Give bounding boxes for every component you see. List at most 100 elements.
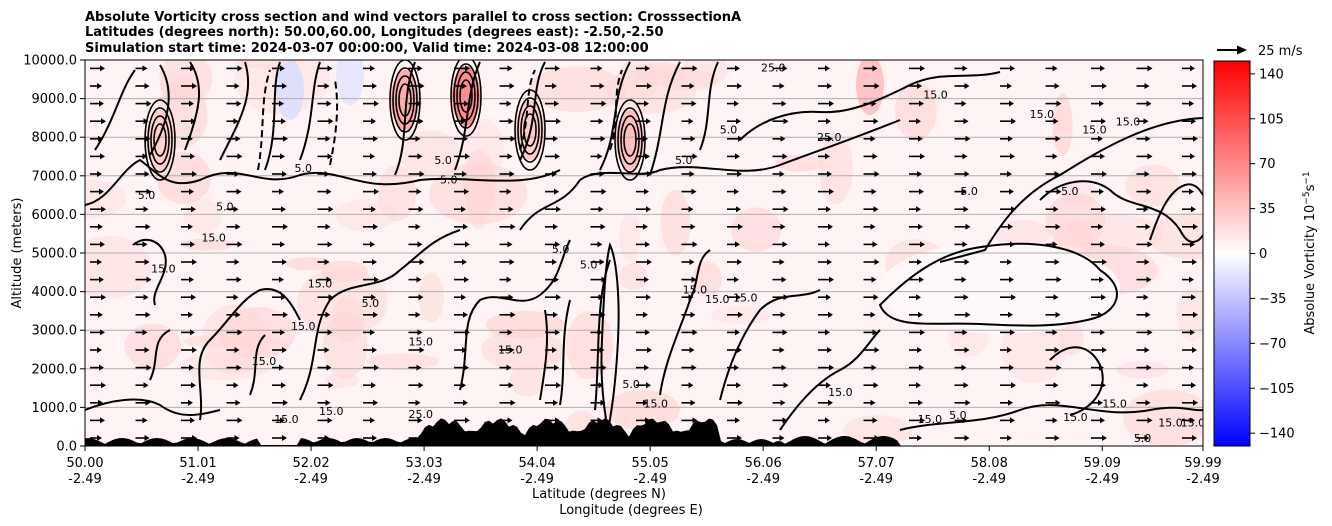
wind-vector-head [735, 65, 740, 72]
wind-vector-head [327, 417, 333, 424]
wind-vector-head [600, 223, 606, 230]
wind-vector-head [282, 171, 287, 177]
wind-vector-head [464, 188, 469, 195]
plot-area: 15.05.05.05.05.05.05.05.05.0 5.015.015.01… [85, 60, 1203, 446]
contour-ring [389, 60, 421, 141]
wind-vector-head [1190, 241, 1195, 248]
wind-vector-head [829, 100, 834, 107]
wind-vector-head [781, 276, 787, 283]
wind-vector-head [1143, 294, 1149, 301]
wind-vector-head [782, 65, 788, 72]
wind-vector-head [462, 347, 467, 353]
wind-vector-head [189, 100, 194, 107]
contour-label: 5.0 [362, 297, 380, 310]
wind-vector-head [599, 171, 605, 177]
wind-vector-head [419, 83, 425, 89]
wind-vector-head [1193, 311, 1198, 318]
wind-vector-head [419, 171, 425, 177]
wind-vector-head [324, 259, 330, 265]
wind-vector-head [690, 399, 696, 406]
wind-vector-head [827, 259, 832, 265]
x-tick-label-lon: -2.49 [633, 472, 667, 487]
wind-vector-head [1052, 65, 1058, 72]
wind-vector-head [192, 83, 197, 89]
wind-vector-head [1054, 171, 1060, 177]
wind-vector-head [370, 329, 375, 336]
wind-vector-head [692, 241, 698, 248]
wind-vector-head [97, 171, 102, 177]
wind-vector-head [372, 83, 377, 89]
wind-vector-head [461, 382, 466, 389]
wind-vector-head [98, 311, 103, 318]
y-tick-label: 5000.0 [32, 247, 78, 262]
contour-line [85, 158, 561, 206]
contour-line [1149, 183, 1203, 241]
wind-vector-head [964, 435, 970, 441]
wind-vector-head [144, 171, 150, 177]
wind-vector-head [1008, 311, 1013, 318]
wind-vector-head [964, 259, 970, 265]
wind-vector-head [644, 276, 649, 283]
wind-vector-head [507, 153, 513, 160]
wind-vector-head [1192, 83, 1197, 89]
contour-line [394, 61, 546, 176]
wind-vector-head [416, 100, 422, 107]
wind-vector-head [328, 118, 334, 125]
wind-vector-head [101, 118, 106, 125]
wind-vector-head [1052, 241, 1058, 248]
wind-vector-head [916, 206, 921, 213]
wind-vector-head [143, 382, 149, 389]
wind-vector-head [555, 65, 560, 72]
wind-vector-head [918, 399, 923, 406]
wind-vector-head [1100, 329, 1105, 336]
wind-vector-head [961, 100, 967, 107]
wind-vector-head [825, 329, 830, 336]
wind-vector-head [417, 417, 423, 424]
shading-blob [894, 81, 937, 140]
wind-vector-head [872, 153, 878, 160]
wind-vector-head [872, 329, 878, 336]
wind-vector-head [188, 223, 193, 230]
wind-vector-head [1147, 65, 1153, 72]
wind-vector-head [692, 65, 698, 72]
wind-vector-head [600, 311, 606, 318]
wind-vector-head [828, 399, 833, 406]
wind-vector-head [236, 364, 242, 371]
wind-vector-head [100, 241, 105, 248]
wind-vector-head [1101, 294, 1106, 301]
wind-vector-head [781, 188, 787, 195]
wind-vector-head [1147, 329, 1153, 336]
shading-blob [775, 155, 824, 172]
wind-vector-head [555, 153, 560, 160]
shading-blob [605, 390, 680, 430]
wind-vector-head [234, 347, 240, 353]
wind-vector-head [553, 223, 558, 230]
chart-title-line-3: Simulation start time: 2024-03-07 00:00:… [85, 41, 649, 56]
wind-vector-head [873, 382, 879, 389]
shading-blob [180, 238, 234, 251]
wind-vector-head [1100, 153, 1105, 160]
wind-vector-head [826, 118, 831, 125]
wind-vector-head [143, 206, 149, 213]
wind-vector-head [737, 259, 742, 265]
wind-vector-head [555, 329, 560, 336]
wind-vector-head [507, 65, 513, 72]
wind-vector-head [736, 118, 741, 125]
wind-vector-head [191, 118, 196, 125]
wind-vector-head [373, 135, 378, 142]
contour-label: 5.0 [216, 201, 234, 214]
contour-ring [153, 123, 167, 157]
wind-vector-head [1099, 364, 1104, 371]
contour-line [899, 404, 1203, 431]
wind-vector-head [963, 382, 969, 389]
contour-line [739, 71, 1001, 141]
contour-label: 15.0 [923, 89, 948, 102]
contour-label: 15.0 [291, 320, 316, 333]
contour-label: 15.0 [1116, 116, 1141, 129]
wind-vector-head [962, 241, 968, 248]
wind-vector-head [463, 223, 468, 230]
wind-vector-head [1192, 171, 1197, 177]
wind-vector-head [736, 382, 741, 389]
contour-ring [620, 115, 640, 165]
wind-vector-head [327, 241, 333, 248]
